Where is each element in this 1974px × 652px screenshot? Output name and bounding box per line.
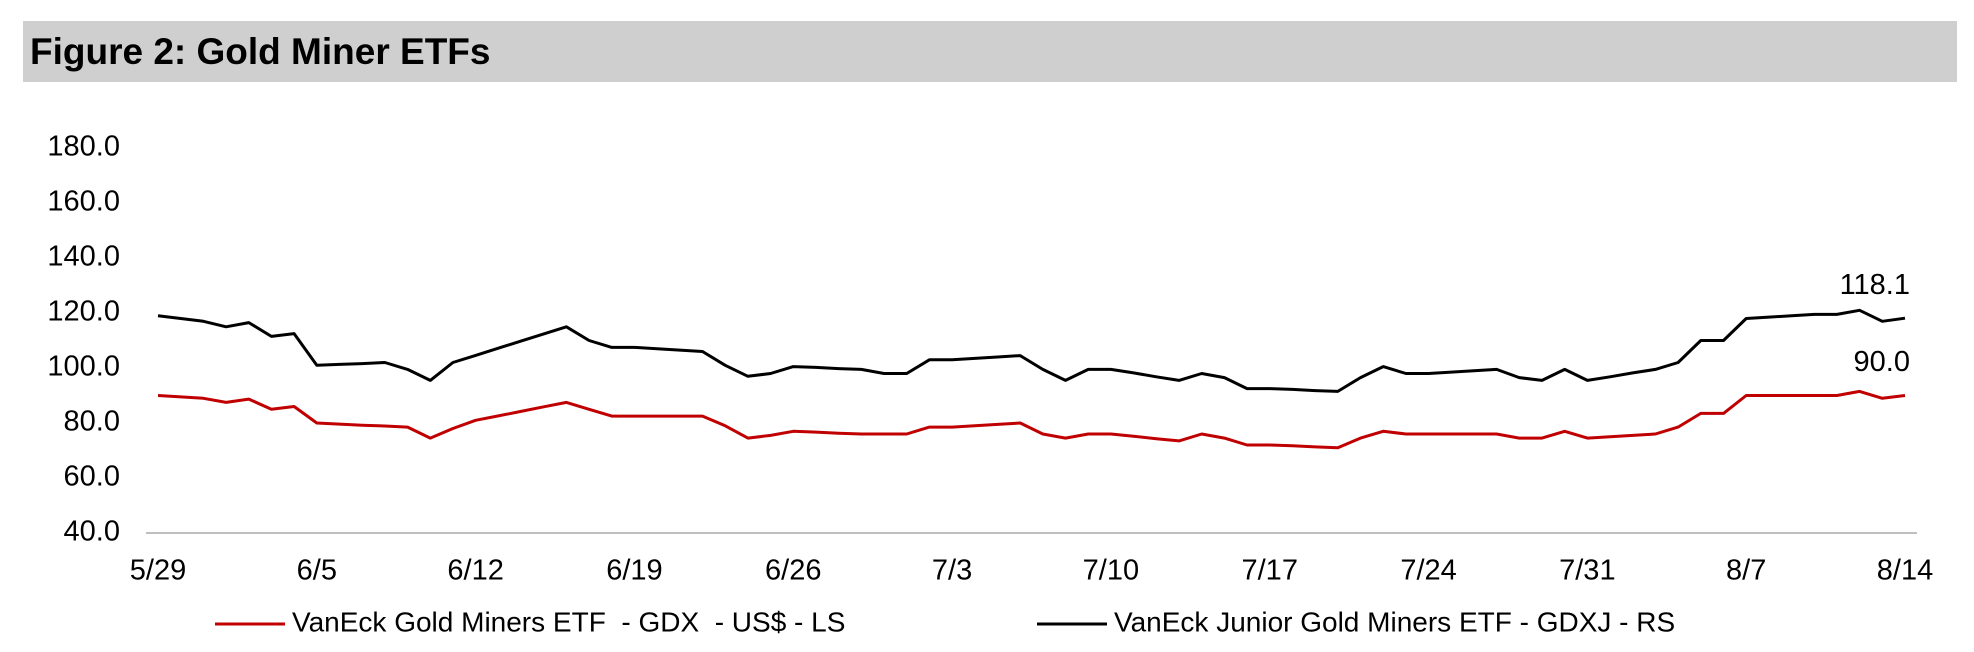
- data-label: 118.1: [1840, 269, 1910, 301]
- y-tick-label: 80.0: [64, 406, 120, 438]
- y-tick-label: 40.0: [64, 516, 120, 548]
- data-label: 90.0: [1854, 346, 1910, 378]
- x-tick-label: 6/5: [297, 555, 337, 587]
- x-tick-label: 7/3: [932, 555, 972, 587]
- x-tick-label: 6/12: [447, 555, 503, 587]
- series-line: [157, 308, 1906, 393]
- x-tick-label: 8/14: [1877, 555, 1933, 587]
- x-tick-label: 7/10: [1083, 555, 1139, 587]
- x-tick-label: 6/26: [765, 555, 821, 587]
- x-tick-label: 8/7: [1726, 555, 1766, 587]
- series-line: [157, 389, 1906, 450]
- x-tick-label: 7/31: [1559, 555, 1615, 587]
- y-tick-label: 140.0: [47, 241, 120, 273]
- y-tick-label: 160.0: [47, 186, 120, 218]
- x-tick-label: 7/17: [1242, 555, 1298, 587]
- chart-title: Figure 2: Gold Miner ETFs: [30, 31, 490, 72]
- y-tick-label: 180.0: [47, 131, 120, 163]
- x-tick-label: 7/24: [1400, 555, 1456, 587]
- legend-label: VanEck Junior Gold Miners ETF - GDXJ - R…: [1114, 606, 1675, 637]
- title-bar: [23, 21, 1957, 82]
- y-tick-label: 120.0: [47, 296, 120, 328]
- x-tick-label: 6/19: [606, 555, 662, 587]
- legend-label: VanEck Gold Miners ETF - GDX - US$ - LS: [292, 606, 845, 637]
- x-tick-label: 5/29: [130, 555, 186, 587]
- y-tick-label: 100.0: [47, 351, 120, 383]
- y-tick-label: 60.0: [64, 461, 120, 493]
